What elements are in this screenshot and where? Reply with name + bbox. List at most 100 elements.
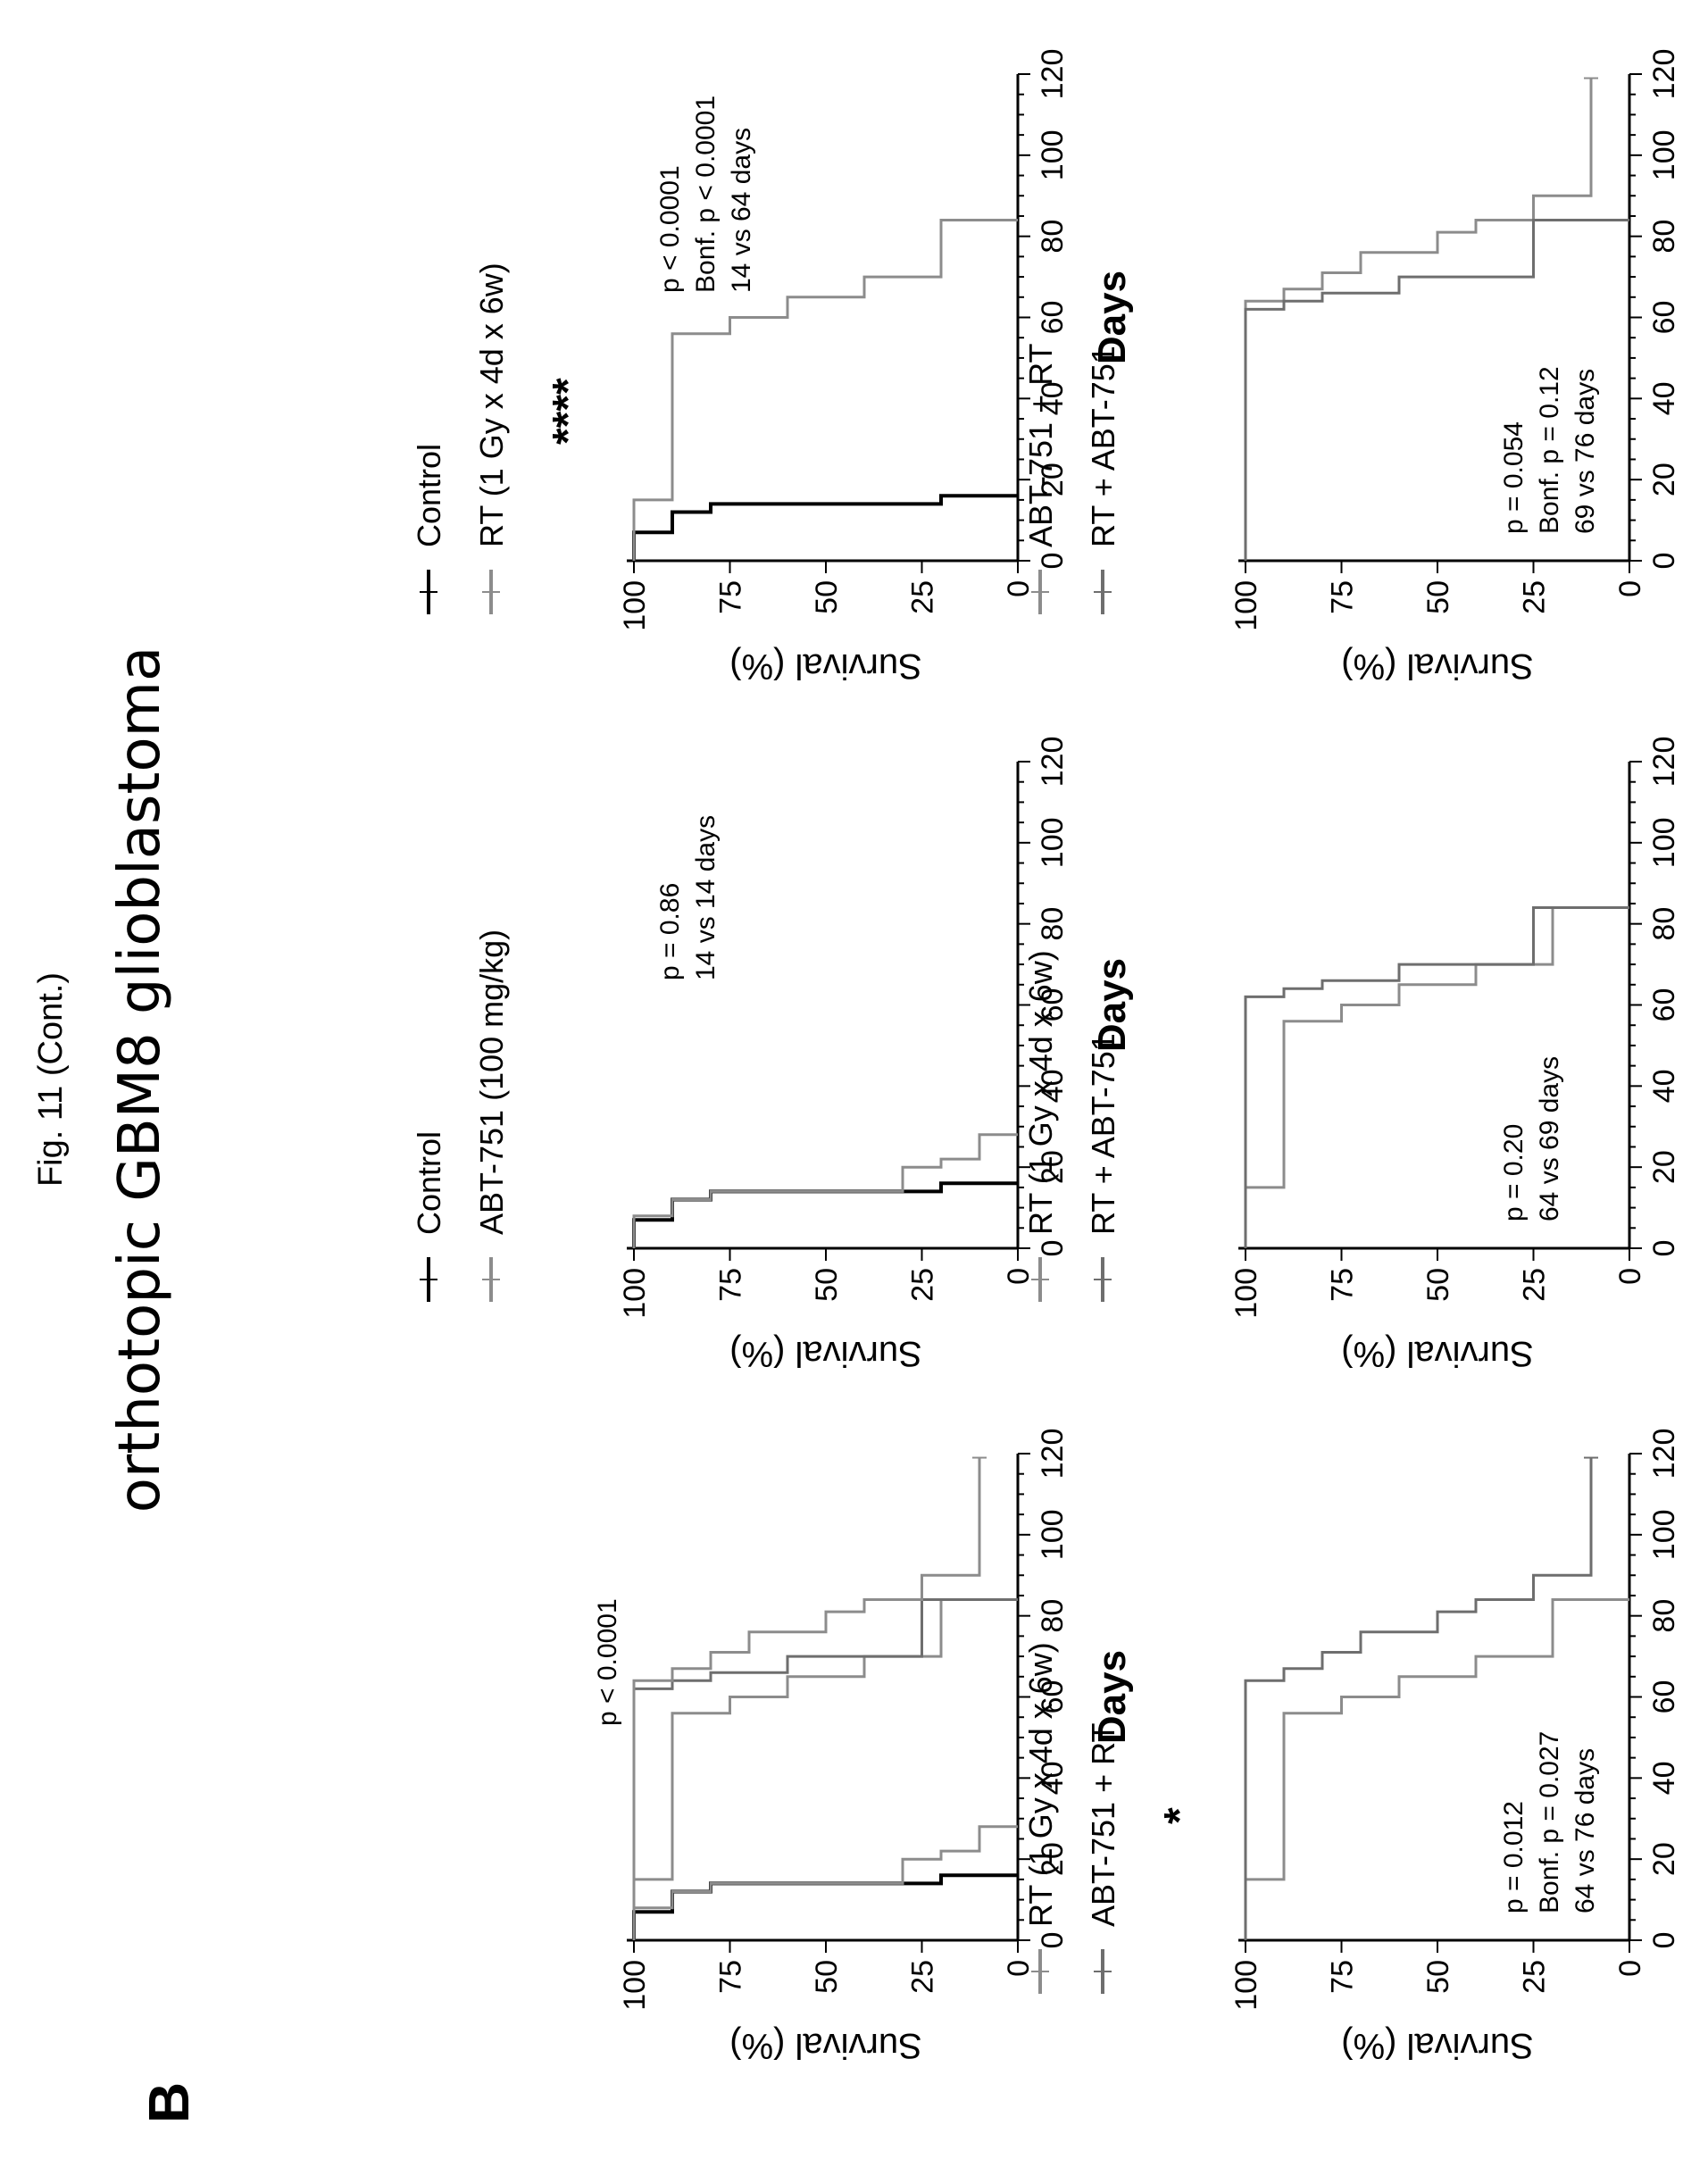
chart-panel-2: 0 20 40 60 80 100 120 0 25 50 75 100 Days Survival (%… bbox=[411, 737, 1134, 1373]
legend-label: RT + ABT-751 bbox=[1085, 346, 1121, 547]
y-tick-label: 25 bbox=[906, 580, 940, 614]
annotation-text: Bonf. p = 0.12 bbox=[1535, 366, 1564, 534]
annotation-text: p = 0.054 bbox=[1499, 421, 1529, 534]
survival-curve-1 bbox=[632, 494, 1018, 561]
y-tick-label: 75 bbox=[1326, 1960, 1360, 1994]
survival-curve-2 bbox=[1244, 906, 1629, 1248]
legend-label: RT (1 Gy x 4d x 6w) bbox=[1022, 950, 1059, 1235]
chart-panel-4: 0 20 40 60 80 100 120 0 25 50 75 100 Days Survival (%… bbox=[1022, 1429, 1708, 2065]
x-tick-label: 80 bbox=[1647, 1599, 1681, 1633]
x-tick-label: 0 bbox=[1036, 1932, 1070, 1949]
y-tick-label: 50 bbox=[810, 1960, 844, 1994]
y-tick-label: 25 bbox=[906, 1268, 940, 1302]
x-tick-label: 20 bbox=[1036, 1842, 1070, 1876]
survival-curve-1 bbox=[1244, 78, 1593, 561]
x-tick-label: 60 bbox=[1647, 1680, 1681, 1714]
x-axis-label: Days bbox=[1702, 1650, 1708, 1744]
y-tick-label: 0 bbox=[1613, 580, 1647, 597]
y-tick-label: 0 bbox=[1613, 1268, 1647, 1285]
x-tick-label: 60 bbox=[1036, 301, 1070, 335]
annotation-text: p = 0.20 bbox=[1499, 1124, 1529, 1221]
x-tick-label: 120 bbox=[1036, 1429, 1070, 1480]
survival-curve-2 bbox=[632, 219, 1018, 561]
annotation-text: p = 0.012 bbox=[1499, 1801, 1529, 1913]
significance-marker: **** bbox=[545, 378, 592, 445]
x-tick-label: 100 bbox=[1036, 1509, 1070, 1560]
legend-label: Control bbox=[411, 1131, 447, 1235]
y-tick-label: 100 bbox=[618, 580, 652, 631]
x-tick-label: 40 bbox=[1647, 381, 1681, 415]
x-tick-label: 80 bbox=[1036, 907, 1070, 941]
y-tick-label: 25 bbox=[1518, 1268, 1552, 1302]
survival-curve-3 bbox=[632, 1598, 1018, 1940]
y-axis-label: Survival (%) bbox=[1341, 646, 1534, 686]
x-tick-label: 40 bbox=[1036, 1761, 1070, 1795]
y-tick-label: 50 bbox=[1421, 1268, 1455, 1302]
x-tick-label: 80 bbox=[1036, 1599, 1070, 1633]
y-tick-label: 50 bbox=[810, 1268, 844, 1302]
x-tick-label: 120 bbox=[1036, 737, 1070, 788]
chart-panel-3: 0 20 40 60 80 100 120 0 25 50 75 100 Days Survival (%… bbox=[411, 49, 1134, 686]
legend-label: ABT-751 + RT bbox=[1022, 344, 1059, 547]
y-tick-label: 50 bbox=[1421, 1960, 1455, 1994]
x-axis-label: Days bbox=[1090, 271, 1134, 364]
survival-curve-5 bbox=[632, 1457, 981, 1940]
y-tick-label: 100 bbox=[618, 1960, 652, 2011]
y-tick-label: 75 bbox=[1326, 580, 1360, 614]
y-axis-label: Survival (%) bbox=[1341, 1334, 1534, 1373]
y-tick-label: 75 bbox=[714, 580, 748, 614]
survival-curve-2 bbox=[632, 1825, 1018, 1940]
annotation-text: 64 vs 76 days bbox=[1571, 1748, 1600, 1913]
x-tick-label: 0 bbox=[1647, 1240, 1681, 1257]
x-tick-label: 60 bbox=[1647, 988, 1681, 1022]
annotation-text: p = 0.86 bbox=[655, 883, 685, 980]
y-tick-label: 75 bbox=[1326, 1268, 1360, 1302]
y-tick-label: 50 bbox=[1421, 580, 1455, 614]
y-axis-label: Survival (%) bbox=[729, 1334, 922, 1373]
x-axis-label: Days bbox=[1702, 271, 1708, 364]
y-tick-label: 50 bbox=[810, 580, 844, 614]
x-axis-label: Days bbox=[1090, 1650, 1134, 1744]
chart-panel-1: 0 20 40 60 80 100 120 0 25 50 75 100 Days Survival (%… bbox=[593, 1429, 1134, 2065]
x-tick-label: 100 bbox=[1647, 1509, 1681, 1560]
survival-curve-2 bbox=[1244, 1457, 1593, 1940]
x-tick-label: 120 bbox=[1647, 737, 1681, 788]
survival-curve-4 bbox=[632, 1598, 1018, 1940]
chart-panel-5: 0 20 40 60 80 100 120 0 25 50 75 100 Days Survival (%… bbox=[1022, 737, 1708, 1373]
annotation-text: 14 vs 14 days bbox=[691, 815, 721, 980]
legend-label: ABT-751 (100 mg/kg) bbox=[473, 929, 510, 1235]
y-axis-label: Survival (%) bbox=[729, 646, 922, 686]
y-tick-label: 75 bbox=[714, 1960, 748, 1994]
x-tick-label: 0 bbox=[1036, 1240, 1070, 1257]
legend-label: RT (1 Gy x 4d x 6w) bbox=[1022, 1642, 1059, 1927]
x-tick-label: 100 bbox=[1036, 817, 1070, 868]
annotation-text: Bonf. p = 0.027 bbox=[1535, 1731, 1564, 1913]
x-tick-label: 40 bbox=[1036, 381, 1070, 415]
y-axis-label: Survival (%) bbox=[729, 2026, 922, 2065]
survival-curve-1 bbox=[632, 1873, 1018, 1940]
x-tick-label: 60 bbox=[1647, 301, 1681, 335]
x-tick-label: 0 bbox=[1647, 553, 1681, 570]
survival-curve-2 bbox=[632, 1133, 1018, 1248]
legend-label: ABT-751 + RT bbox=[1085, 1723, 1121, 1927]
x-tick-label: 40 bbox=[1647, 1761, 1681, 1795]
y-tick-label: 100 bbox=[1229, 580, 1263, 631]
legend-label: RT + ABT-751 bbox=[1085, 1033, 1121, 1235]
x-tick-label: 60 bbox=[1036, 1680, 1070, 1714]
survival-curve-1 bbox=[1244, 1598, 1629, 1940]
y-tick-label: 75 bbox=[714, 1268, 748, 1302]
annotation-text: p < 0.0001 bbox=[593, 1598, 622, 1726]
x-tick-label: 100 bbox=[1647, 817, 1681, 868]
annotation-text: p < 0.0001 bbox=[655, 165, 685, 293]
x-tick-label: 0 bbox=[1036, 553, 1070, 570]
y-tick-label: 0 bbox=[1002, 1960, 1036, 1977]
y-tick-label: 100 bbox=[1229, 1960, 1263, 2011]
x-tick-label: 120 bbox=[1036, 49, 1070, 100]
annotation-text: Bonf. p < 0.0001 bbox=[691, 96, 721, 293]
x-tick-label: 20 bbox=[1036, 463, 1070, 496]
x-tick-label: 20 bbox=[1647, 1842, 1681, 1876]
y-tick-label: 100 bbox=[1229, 1268, 1263, 1319]
annotation-text: 69 vs 76 days bbox=[1571, 369, 1600, 534]
legend-label: RT (1 Gy x 4d x 6w) bbox=[473, 263, 510, 547]
